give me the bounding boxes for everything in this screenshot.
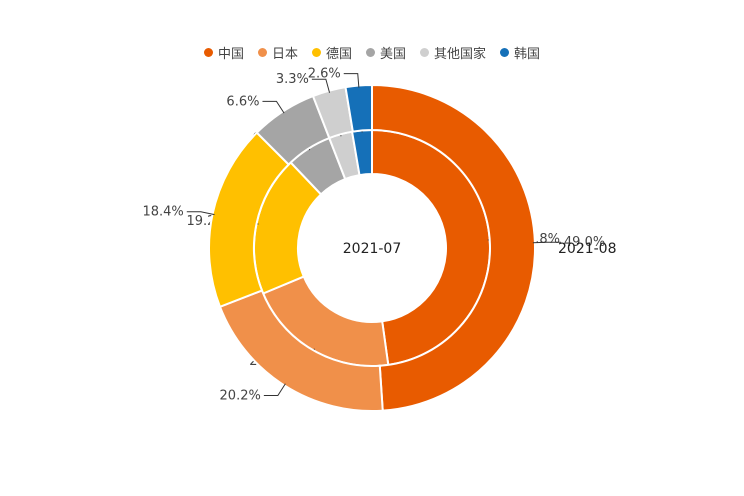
data-label: 2.6% bbox=[308, 67, 341, 82]
legend-label: 中国 bbox=[217, 46, 244, 62]
leader-line bbox=[262, 100, 285, 114]
leader-line bbox=[311, 78, 331, 93]
legend-swatch bbox=[257, 47, 267, 57]
legend-swatch bbox=[203, 47, 213, 57]
legend-item[interactable]: 其他国家 bbox=[420, 43, 486, 62]
slice-outer-0[interactable] bbox=[371, 83, 536, 412]
data-label: 49.0% bbox=[564, 235, 605, 250]
chart-legend: 中国 日本 德国 美国 其他国家 韩国 bbox=[0, 42, 744, 62]
series-name-outer: 2021-08 bbox=[558, 241, 617, 257]
data-label: 3.3% bbox=[276, 72, 309, 87]
data-label: 18.4% bbox=[142, 205, 183, 220]
data-label: 20.2% bbox=[220, 389, 261, 404]
legend-label: 德国 bbox=[325, 46, 352, 62]
legend-swatch bbox=[500, 47, 510, 57]
leader-line bbox=[186, 211, 215, 216]
legend-label: 韩国 bbox=[514, 46, 541, 62]
slice-outer-5[interactable] bbox=[344, 83, 373, 133]
legend-item[interactable]: 德国 bbox=[311, 43, 352, 62]
legend-label: 其他国家 bbox=[434, 46, 487, 62]
series-name-inner: 2021-07 bbox=[343, 241, 402, 257]
legend-swatch bbox=[366, 47, 375, 57]
legend-item[interactable]: 美国 bbox=[366, 43, 406, 62]
legend-label: 日本 bbox=[271, 46, 298, 62]
legend-label: 美国 bbox=[380, 46, 407, 62]
leader-line bbox=[343, 73, 360, 88]
legend-item[interactable]: 中国 bbox=[203, 43, 244, 62]
legend-swatch bbox=[311, 47, 321, 57]
leader-line bbox=[263, 383, 286, 397]
legend-item[interactable]: 韩国 bbox=[500, 43, 540, 62]
legend-swatch bbox=[420, 47, 430, 57]
legend-item[interactable]: 日本 bbox=[257, 43, 298, 62]
data-label: 6.6% bbox=[226, 94, 259, 109]
